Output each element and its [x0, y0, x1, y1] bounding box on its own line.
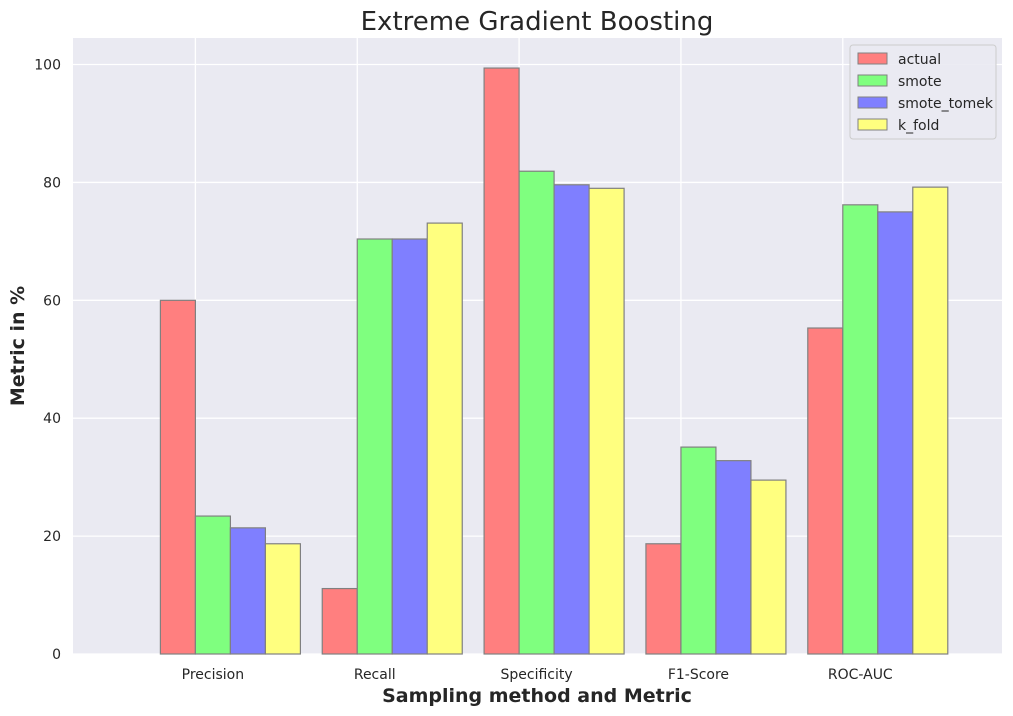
bar-smote-recall: [356, 238, 393, 655]
bar-smote-specificity: [518, 170, 555, 655]
bar-smote-precision: [194, 515, 231, 655]
chart-title: Extreme Gradient Boosting: [361, 7, 714, 37]
y-tick-label: 40: [43, 411, 61, 427]
x-tick-label: F1-Score: [668, 667, 729, 683]
y-tick-labels: 0 20 40 60 80 100: [34, 58, 61, 663]
y-tick-label: 80: [43, 175, 61, 191]
legend-label-smote_tomek: smote_tomek: [898, 96, 994, 112]
x-tick-label: Specificity: [501, 667, 573, 683]
bar-k_fold-recall: [426, 222, 463, 655]
bar-smote_tomek-specificity: [553, 184, 590, 655]
legend-label-k_fold: k_fold: [898, 118, 939, 134]
bar-actual-recall: [321, 587, 358, 655]
bar-actual-specificity: [483, 67, 520, 655]
y-tick-label: 100: [34, 58, 61, 74]
y-tick-label: 60: [43, 293, 61, 309]
legend-swatch-k_fold: [857, 118, 888, 131]
legend-swatch-smote_tomek: [857, 96, 888, 109]
bar-k_fold-precision: [264, 543, 301, 655]
x-axis-label: Sampling method and Metric: [382, 685, 692, 707]
x-tick-label: Precision: [182, 667, 244, 683]
y-tick-label: 20: [43, 529, 61, 545]
bar-actual-roc-auc: [807, 327, 844, 655]
bar-k_fold-specificity: [588, 187, 625, 655]
bar-actual-f1-score: [645, 543, 682, 655]
bar-smote_tomek-recall: [391, 238, 428, 655]
y-tick-label: 0: [52, 647, 61, 663]
bar-smote-f1-score: [680, 446, 717, 655]
x-tick-label: ROC-AUC: [828, 667, 893, 683]
legend-label-smote: smote: [898, 74, 942, 90]
y-axis-label: Metric in %: [7, 286, 29, 406]
x-tick-label: Recall: [354, 667, 396, 683]
bar-smote_tomek-precision: [229, 527, 266, 655]
legend: actual smote smote_tomek k_fold: [849, 44, 997, 140]
bars: [159, 67, 949, 655]
legend-label-actual: actual: [898, 52, 941, 68]
legend-swatch-actual: [857, 52, 888, 65]
bar-smote_tomek-f1-score: [715, 460, 752, 655]
bar-smote_tomek-roc-auc: [877, 211, 914, 655]
bar-actual-precision: [159, 299, 196, 655]
bar-k_fold-roc-auc: [912, 186, 949, 655]
legend-box: [849, 44, 997, 140]
legend-swatch-smote: [857, 74, 888, 87]
bar-smote-roc-auc: [842, 204, 879, 655]
x-tick-labels: Precision Recall Specificity F1-Score ROC-AU…: [182, 667, 893, 683]
bar-k_fold-f1-score: [750, 479, 787, 655]
